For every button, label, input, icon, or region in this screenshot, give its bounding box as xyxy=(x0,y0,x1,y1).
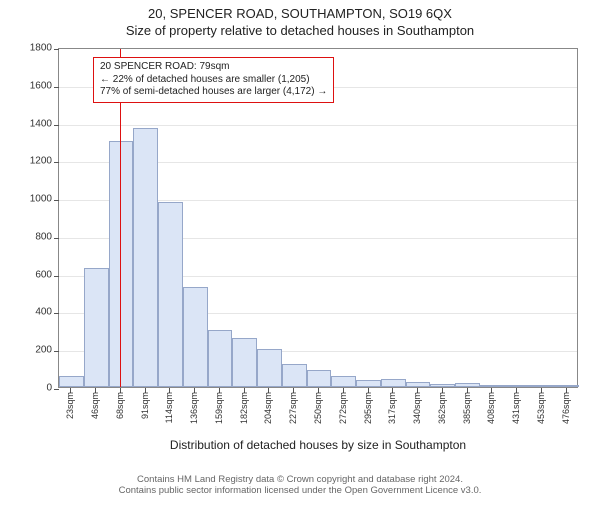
xtick-label: 453sqm xyxy=(536,392,546,424)
xtick-label: 340sqm xyxy=(412,392,422,424)
ytick-label: 1200 xyxy=(12,156,52,167)
xtick-label: 114sqm xyxy=(164,392,174,423)
xtick-label: 408sqm xyxy=(486,392,496,424)
ytick-mark xyxy=(54,200,59,201)
x-axis-label: Distribution of detached houses by size … xyxy=(58,438,578,452)
annotation-line-3: 77% of semi-detached houses are larger (… xyxy=(100,86,327,99)
histogram-bar xyxy=(505,385,530,387)
ytick-mark xyxy=(54,389,59,390)
xtick-label: 362sqm xyxy=(437,392,447,424)
ytick-mark xyxy=(54,87,59,88)
ytick-mark xyxy=(54,238,59,239)
xtick-label: 295sqm xyxy=(363,392,373,424)
ytick-mark xyxy=(54,351,59,352)
annotation-line-2: ← 22% of detached houses are smaller (1,… xyxy=(100,74,327,87)
histogram-bar xyxy=(331,376,356,387)
histogram-bar xyxy=(455,383,480,387)
ytick-mark xyxy=(54,49,59,50)
title-secondary: Size of property relative to detached ho… xyxy=(0,23,600,38)
xtick-label: 46sqm xyxy=(90,392,100,419)
histogram-bar xyxy=(356,380,381,387)
xtick-label: 272sqm xyxy=(338,392,348,424)
xtick-label: 23sqm xyxy=(65,392,75,419)
annotation-line-1: 20 SPENCER ROAD: 79sqm xyxy=(100,61,327,74)
xtick-label: 91sqm xyxy=(140,392,150,419)
title-primary: 20, SPENCER ROAD, SOUTHAMPTON, SO19 6QX xyxy=(0,6,600,21)
histogram-bar xyxy=(480,385,505,387)
histogram-bar xyxy=(554,385,579,387)
xtick-label: 68sqm xyxy=(115,392,125,419)
histogram-bar xyxy=(257,349,282,387)
xtick-label: 227sqm xyxy=(288,392,298,424)
ytick-label: 200 xyxy=(12,345,52,356)
ytick-mark xyxy=(54,162,59,163)
histogram-bar xyxy=(529,385,554,387)
xtick-label: 250sqm xyxy=(313,392,323,424)
xtick-label: 182sqm xyxy=(239,392,249,424)
chart-container: Number of detached properties 20 SPENCER… xyxy=(58,48,578,388)
xtick-label: 136sqm xyxy=(189,392,199,424)
footer-line-1: Contains HM Land Registry data © Crown c… xyxy=(0,474,600,485)
xtick-label: 317sqm xyxy=(387,392,397,424)
ytick-label: 1400 xyxy=(12,118,52,129)
plot-area: 20 SPENCER ROAD: 79sqm ← 22% of detached… xyxy=(58,48,578,388)
xtick-label: 385sqm xyxy=(462,392,472,424)
histogram-bar xyxy=(282,364,307,387)
xtick-label: 431sqm xyxy=(511,392,521,424)
ytick-label: 1000 xyxy=(12,194,52,205)
histogram-bar xyxy=(430,384,455,387)
ytick-label: 1600 xyxy=(12,80,52,91)
ytick-mark xyxy=(54,276,59,277)
ytick-label: 800 xyxy=(12,231,52,242)
footer-line-2: Contains public sector information licen… xyxy=(0,485,600,496)
histogram-bar xyxy=(232,338,257,387)
histogram-bar xyxy=(133,128,158,387)
histogram-bar xyxy=(208,330,233,387)
ytick-label: 1800 xyxy=(12,43,52,54)
gridline xyxy=(59,125,577,126)
histogram-bar xyxy=(381,379,406,387)
marker-annotation: 20 SPENCER ROAD: 79sqm ← 22% of detached… xyxy=(93,57,334,103)
histogram-bar xyxy=(158,202,183,387)
histogram-bar xyxy=(59,376,84,387)
attribution-footer: Contains HM Land Registry data © Crown c… xyxy=(0,474,600,496)
xtick-label: 204sqm xyxy=(263,392,273,424)
histogram-bar xyxy=(183,287,208,387)
ytick-label: 0 xyxy=(12,383,52,394)
ytick-label: 400 xyxy=(12,307,52,318)
ytick-label: 600 xyxy=(12,269,52,280)
histogram-bar xyxy=(307,370,332,387)
histogram-bar xyxy=(84,268,109,387)
ytick-mark xyxy=(54,313,59,314)
ytick-mark xyxy=(54,125,59,126)
histogram-bar xyxy=(406,382,431,387)
xtick-label: 476sqm xyxy=(561,392,571,424)
xtick-label: 159sqm xyxy=(214,392,224,424)
